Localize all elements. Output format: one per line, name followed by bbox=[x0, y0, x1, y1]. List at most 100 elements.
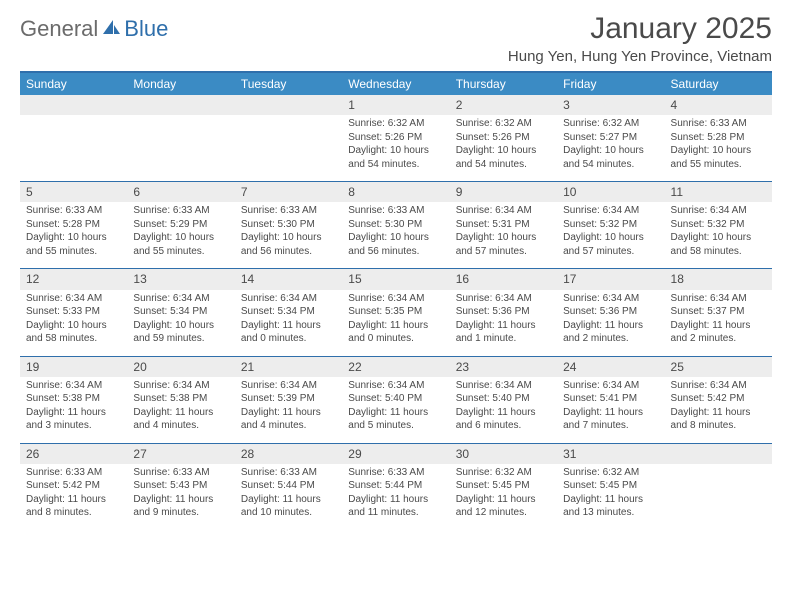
sunset-text: Sunset: 5:45 PM bbox=[456, 479, 551, 493]
day-number: 20 bbox=[127, 356, 234, 377]
day-number: 7 bbox=[235, 182, 342, 203]
day-cell: Sunrise: 6:33 AMSunset: 5:44 PMDaylight:… bbox=[235, 464, 342, 530]
day-number: 5 bbox=[20, 182, 127, 203]
day-number: 24 bbox=[557, 356, 664, 377]
sunset-text: Sunset: 5:28 PM bbox=[26, 218, 121, 232]
day-cell: Sunrise: 6:34 AMSunset: 5:38 PMDaylight:… bbox=[127, 377, 234, 444]
sunset-text: Sunset: 5:38 PM bbox=[26, 392, 121, 406]
daylight2-text: and 58 minutes. bbox=[26, 332, 121, 346]
daylight1-text: Daylight: 11 hours bbox=[348, 406, 443, 420]
sunrise-text: Sunrise: 6:33 AM bbox=[671, 117, 766, 131]
sunrise-text: Sunrise: 6:32 AM bbox=[563, 466, 658, 480]
daylight1-text: Daylight: 11 hours bbox=[563, 406, 658, 420]
day-cell bbox=[127, 115, 234, 182]
sunrise-text: Sunrise: 6:34 AM bbox=[348, 379, 443, 393]
sunrise-text: Sunrise: 6:33 AM bbox=[26, 466, 121, 480]
sunrise-text: Sunrise: 6:34 AM bbox=[133, 292, 228, 306]
day-header: Friday bbox=[557, 72, 664, 95]
sunset-text: Sunset: 5:45 PM bbox=[563, 479, 658, 493]
day-number: 31 bbox=[557, 443, 664, 464]
daylight1-text: Daylight: 10 hours bbox=[133, 319, 228, 333]
daylight2-text: and 57 minutes. bbox=[456, 245, 551, 259]
day-cell: Sunrise: 6:33 AMSunset: 5:44 PMDaylight:… bbox=[342, 464, 449, 530]
sunset-text: Sunset: 5:40 PM bbox=[456, 392, 551, 406]
day-cell bbox=[20, 115, 127, 182]
daylight2-text: and 4 minutes. bbox=[241, 419, 336, 433]
daylight2-text: and 2 minutes. bbox=[671, 332, 766, 346]
sunset-text: Sunset: 5:44 PM bbox=[348, 479, 443, 493]
day-cell: Sunrise: 6:33 AMSunset: 5:42 PMDaylight:… bbox=[20, 464, 127, 530]
day-detail-row: Sunrise: 6:33 AMSunset: 5:42 PM Daylight:… bbox=[20, 464, 772, 530]
daylight2-text: and 9 minutes. bbox=[133, 506, 228, 520]
sunrise-text: Sunrise: 6:34 AM bbox=[671, 292, 766, 306]
day-cell: Sunrise: 6:32 AMSunset: 5:27 PMDaylight:… bbox=[557, 115, 664, 182]
day-number: 22 bbox=[342, 356, 449, 377]
daylight1-text: Daylight: 11 hours bbox=[241, 493, 336, 507]
day-number: 17 bbox=[557, 269, 664, 290]
day-cell: Sunrise: 6:34 AMSunset: 5:31 PMDaylight:… bbox=[450, 202, 557, 269]
sunset-text: Sunset: 5:42 PM bbox=[26, 479, 121, 493]
sunrise-text: Sunrise: 6:34 AM bbox=[563, 379, 658, 393]
day-cell: Sunrise: 6:33 AMSunset: 5:28 PMDaylight:… bbox=[665, 115, 772, 182]
day-number: 21 bbox=[235, 356, 342, 377]
logo-text-blue: Blue bbox=[124, 16, 168, 42]
daylight1-text: Daylight: 11 hours bbox=[133, 493, 228, 507]
daylight2-text: and 8 minutes. bbox=[26, 506, 121, 520]
daylight1-text: Daylight: 10 hours bbox=[563, 144, 658, 158]
day-cell: Sunrise: 6:33 AMSunset: 5:29 PMDaylight:… bbox=[127, 202, 234, 269]
day-number-row: 262728293031 bbox=[20, 443, 772, 464]
day-cell: Sunrise: 6:34 AMSunset: 5:40 PMDaylight:… bbox=[450, 377, 557, 444]
header: General Blue January 2025 Hung Yen, Hung… bbox=[20, 12, 772, 65]
day-header: Saturday bbox=[665, 72, 772, 95]
page-title: January 2025 bbox=[508, 12, 772, 46]
daylight1-text: Daylight: 10 hours bbox=[563, 231, 658, 245]
daylight2-text: and 57 minutes. bbox=[563, 245, 658, 259]
title-block: January 2025 Hung Yen, Hung Yen Province… bbox=[508, 12, 772, 65]
day-header: Tuesday bbox=[235, 72, 342, 95]
day-number: 28 bbox=[235, 443, 342, 464]
day-cell: Sunrise: 6:34 AMSunset: 5:33 PMDaylight:… bbox=[20, 290, 127, 357]
daylight2-text: and 58 minutes. bbox=[671, 245, 766, 259]
sunrise-text: Sunrise: 6:34 AM bbox=[456, 379, 551, 393]
day-header: Wednesday bbox=[342, 72, 449, 95]
daylight2-text: and 7 minutes. bbox=[563, 419, 658, 433]
day-number: 11 bbox=[665, 182, 772, 203]
day-detail-row: Sunrise: 6:33 AM Sunset: 5:28 PM Daylight:… bbox=[20, 202, 772, 269]
day-cell: Sunrise: 6:34 AMSunset: 5:34 PMDaylight:… bbox=[235, 290, 342, 357]
daylight2-text: and 54 minutes. bbox=[563, 158, 658, 172]
day-detail-row: Sunrise: 6:34 AM Sunset: 5:38 PM Daylight:… bbox=[20, 377, 772, 444]
sunrise-text: Sunrise: 6:32 AM bbox=[563, 117, 658, 131]
daylight1-text: Daylight: 11 hours bbox=[348, 493, 443, 507]
daylight2-text: and 11 minutes. bbox=[348, 506, 443, 520]
day-cell: Sunrise: 6:34 AMSunset: 5:38 PMDaylight:… bbox=[20, 377, 127, 444]
day-cell bbox=[235, 115, 342, 182]
daylight1-text: Daylight: 11 hours bbox=[241, 406, 336, 420]
day-number: 2 bbox=[450, 95, 557, 115]
day-cell: Sunrise: 6:34 AMSunset: 5:37 PMDaylight:… bbox=[665, 290, 772, 357]
day-cell: Sunrise: 6:34 AMSunset: 5:35 PMDaylight:… bbox=[342, 290, 449, 357]
daylight1-text: Daylight: 10 hours bbox=[26, 319, 121, 333]
sunrise-text: Sunrise: 6:33 AM bbox=[241, 204, 336, 218]
day-number-row: 19202122232425 bbox=[20, 356, 772, 377]
daylight2-text: and 0 minutes. bbox=[241, 332, 336, 346]
sunrise-text: Sunrise: 6:34 AM bbox=[563, 204, 658, 218]
daylight1-text: Daylight: 11 hours bbox=[456, 493, 551, 507]
day-number: 23 bbox=[450, 356, 557, 377]
day-header: Monday bbox=[127, 72, 234, 95]
daylight2-text: and 13 minutes. bbox=[563, 506, 658, 520]
sunrise-text: Sunrise: 6:33 AM bbox=[133, 204, 228, 218]
sunset-text: Sunset: 5:30 PM bbox=[348, 218, 443, 232]
day-cell: Sunrise: 6:34 AMSunset: 5:40 PMDaylight:… bbox=[342, 377, 449, 444]
day-cell: Sunrise: 6:32 AMSunset: 5:26 PMDaylight:… bbox=[450, 115, 557, 182]
daylight1-text: Daylight: 11 hours bbox=[456, 319, 551, 333]
sunset-text: Sunset: 5:38 PM bbox=[133, 392, 228, 406]
sunset-text: Sunset: 5:34 PM bbox=[133, 305, 228, 319]
daylight1-text: Daylight: 11 hours bbox=[671, 319, 766, 333]
daylight1-text: Daylight: 10 hours bbox=[671, 144, 766, 158]
daylight1-text: Daylight: 10 hours bbox=[133, 231, 228, 245]
daylight1-text: Daylight: 10 hours bbox=[348, 144, 443, 158]
day-number: 8 bbox=[342, 182, 449, 203]
daylight1-text: Daylight: 11 hours bbox=[563, 493, 658, 507]
sunrise-text: Sunrise: 6:34 AM bbox=[456, 204, 551, 218]
day-cell bbox=[665, 464, 772, 530]
